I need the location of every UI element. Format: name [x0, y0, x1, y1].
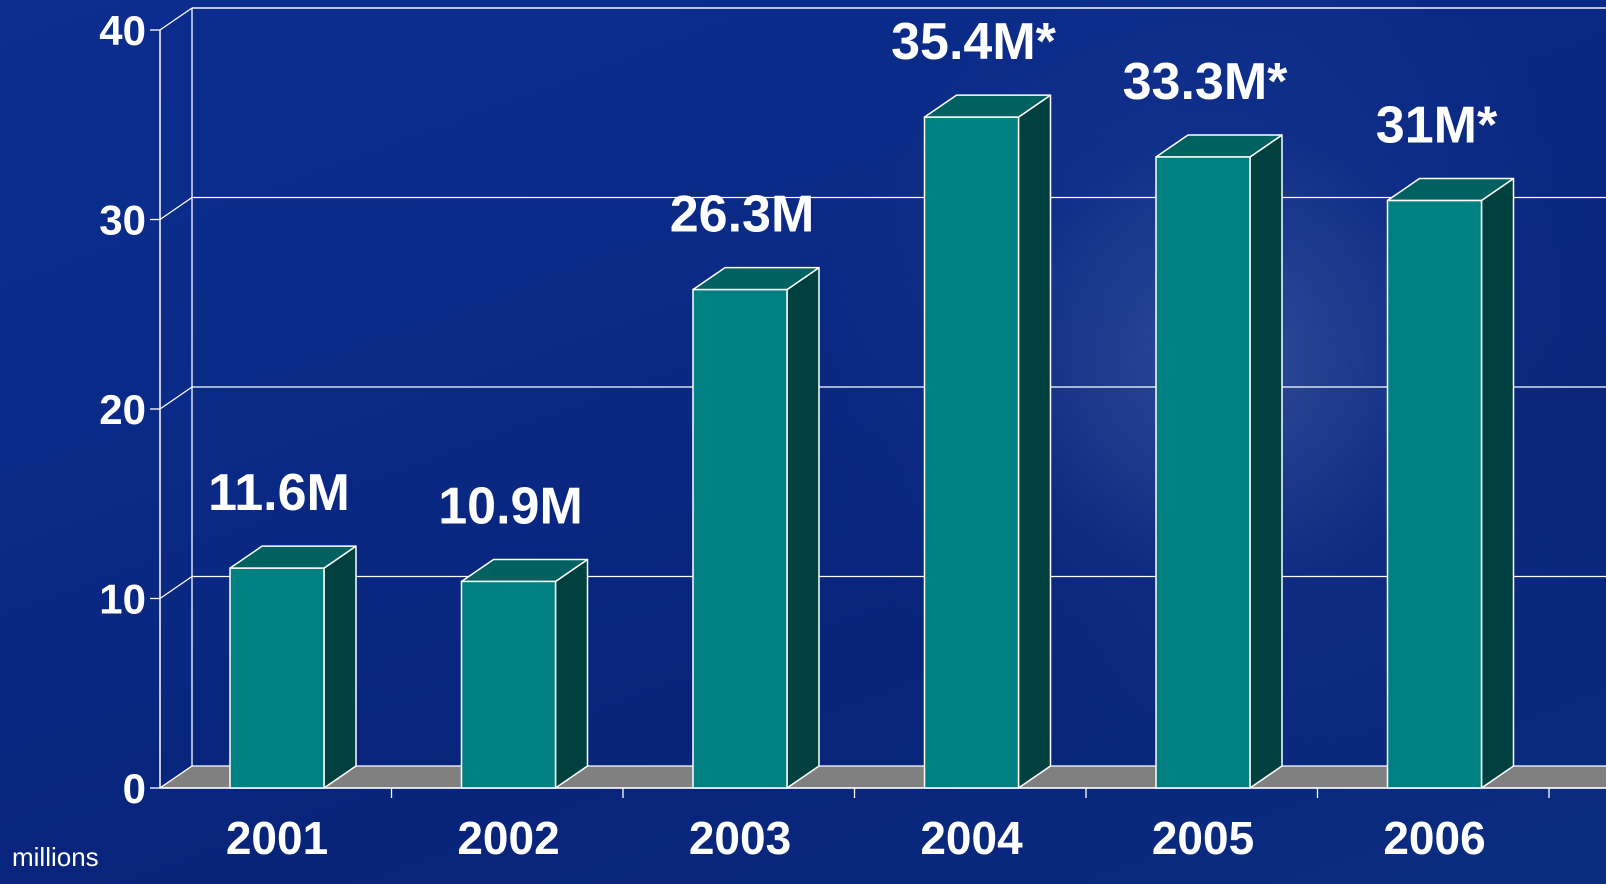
bar-2004: [923, 94, 1052, 789]
bar-2001: [229, 545, 357, 789]
bar: [229, 567, 325, 789]
y-tick-label: 40: [99, 7, 146, 54]
unit-label: millions: [12, 842, 99, 872]
bar: [923, 116, 1020, 789]
bar-2003: [692, 266, 820, 789]
data-label: 11.6M: [208, 464, 350, 522]
data-label: 33.3M*: [1123, 53, 1289, 111]
bar: [1155, 156, 1251, 789]
bar-2006: [1386, 177, 1515, 789]
bar-2002: [460, 558, 589, 789]
bar-side-face: [323, 545, 357, 789]
x-tick-label: 2005: [1152, 812, 1254, 864]
bar: [692, 288, 788, 789]
x-tick-label: 2004: [920, 812, 1023, 864]
axes: 0 10 20 30 40 2001 2002 2003 2004 2005 2006: [99, 7, 1606, 864]
y-tick-label: 30: [99, 197, 146, 244]
x-tick-label: 2001: [226, 812, 328, 864]
bar-side-face: [786, 266, 820, 789]
y-tick-label: 10: [99, 576, 146, 623]
x-tick-label: 2006: [1383, 812, 1485, 864]
x-tick-label: 2002: [457, 812, 559, 864]
bars: [229, 94, 1515, 789]
bar-side-face: [554, 558, 589, 789]
data-label: 31M*: [1376, 97, 1498, 155]
data-label: 35.4M*: [891, 13, 1057, 71]
bar-2005: [1155, 134, 1283, 789]
bar-side-face: [1249, 134, 1283, 789]
wall-gridline: [159, 196, 193, 221]
bar: [1386, 199, 1483, 789]
bar-side-face: [1017, 94, 1052, 789]
wall-gridline: [159, 7, 193, 31]
data-label: 26.3M: [670, 186, 815, 244]
x-tick-label: 2003: [689, 812, 791, 864]
bar: [460, 580, 557, 789]
bar-side-face: [1480, 177, 1515, 789]
y-tick-label: 0: [123, 765, 146, 812]
y-tick-label: 20: [99, 386, 146, 433]
wall-gridline: [159, 386, 193, 410]
wall-gridline: [159, 575, 193, 600]
data-labels: 11.6M 10.9M 26.3M 35.4M* 33.3M* 31M*: [208, 13, 1498, 535]
data-label: 10.9M: [438, 477, 583, 535]
